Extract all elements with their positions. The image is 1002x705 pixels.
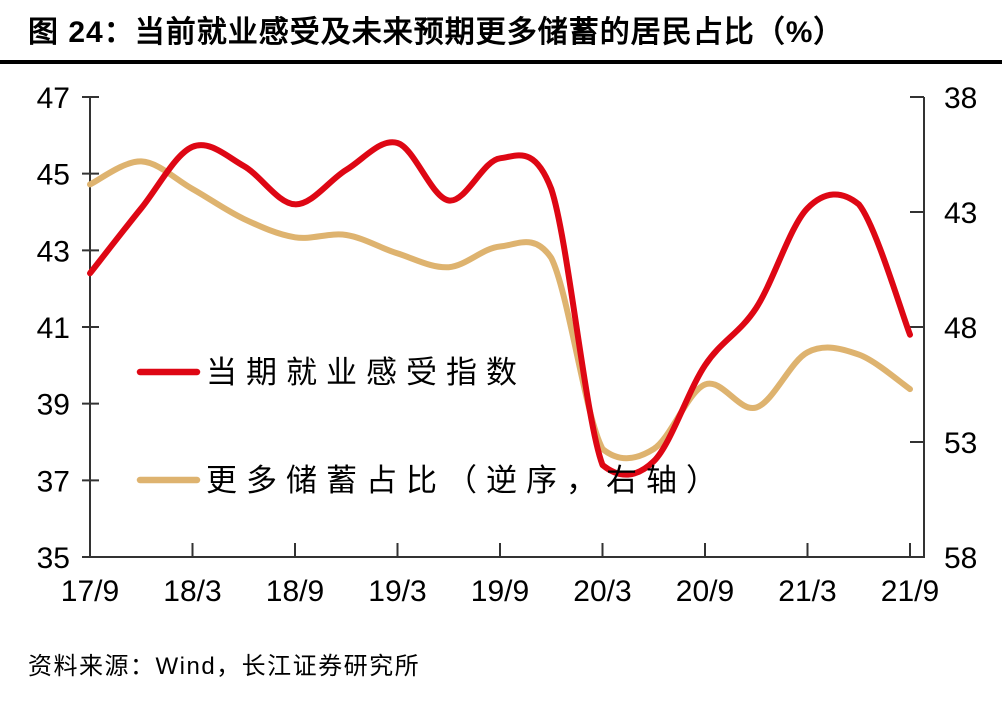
left-axis-tick-label: 43 bbox=[37, 235, 70, 268]
x-axis-label: 20/9 bbox=[676, 575, 734, 608]
right-axis-tick-label: 58 bbox=[944, 542, 977, 575]
left-axis-tick-label: 39 bbox=[37, 389, 70, 422]
left-axis-tick-label: 35 bbox=[37, 542, 70, 575]
right-axis-tick-label: 53 bbox=[944, 427, 977, 460]
figure-title: 图 24：当前就业感受及未来预期更多储蓄的居民占比（%） bbox=[28, 16, 845, 49]
title-rule bbox=[0, 60, 1002, 64]
left-axis-tick-label: 47 bbox=[37, 82, 70, 115]
x-axis-label: 19/9 bbox=[471, 575, 529, 608]
left-axis-tick-label: 37 bbox=[37, 465, 70, 498]
x-axis-label: 18/3 bbox=[163, 575, 221, 608]
x-axis-label: 21/3 bbox=[778, 575, 836, 608]
left-axis-tick-label: 41 bbox=[37, 312, 70, 345]
left-axis-tick-label: 45 bbox=[37, 159, 70, 192]
x-axis-label: 17/9 bbox=[61, 575, 119, 608]
x-axis-label: 19/3 bbox=[368, 575, 426, 608]
legend-label-employment-index: 当期就业感受指数 bbox=[206, 355, 526, 390]
x-axis-label: 20/3 bbox=[573, 575, 631, 608]
right-axis-tick-label: 48 bbox=[944, 312, 977, 345]
x-axis-label: 18/9 bbox=[266, 575, 324, 608]
legend-label-savings-share: 更多储蓄占比（逆序，右轴） bbox=[206, 463, 726, 498]
series-line-employment-index bbox=[87, 139, 913, 478]
line-chart: 47 45 43 41 39 37 35 38 43 48 53 58 17/9 18/3 18/9 19/3… bbox=[37, 82, 978, 608]
source-note: 资料来源：Wind，长江证券研究所 bbox=[28, 653, 421, 680]
series-line-savings-share bbox=[87, 158, 913, 462]
right-axis-tick-label: 43 bbox=[944, 197, 977, 230]
right-axis-tick-label: 38 bbox=[944, 82, 977, 115]
x-axis-label: 21/9 bbox=[881, 575, 939, 608]
